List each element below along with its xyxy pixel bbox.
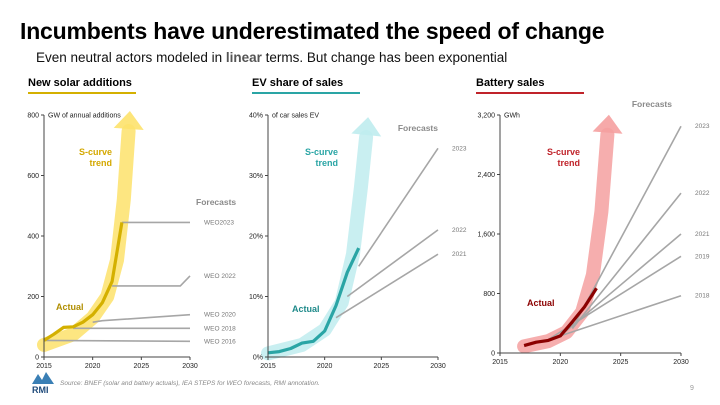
solar-trend-label: S-curve trend (79, 147, 112, 168)
solar-y-tick-label: 800 (27, 113, 39, 120)
subtitle-text-after: terms. But change has been exponential (261, 50, 508, 65)
subtitle-highlight: linear (225, 50, 262, 65)
ev-forecast-line-2021 (335, 253, 439, 319)
battery-forecast-label: 2023 (695, 123, 710, 130)
battery-trend-label: S-curve trend (547, 147, 580, 168)
battery-x-tick-label: 2025 (613, 359, 629, 366)
solar-forecast-label: WEO2023 (204, 219, 234, 226)
solar-y-tick-label: 600 (27, 173, 39, 180)
solar-forecast-label: WEO 2018 (204, 325, 236, 332)
ev-forecasts-label: Forecasts (398, 123, 438, 133)
solar-unit-label: GW of annual additions (48, 113, 121, 120)
battery-forecasts-label: Forecasts (632, 99, 672, 109)
solar-trend-arrow-shaft (37, 124, 136, 352)
ev-trend-arrow-shaft (261, 130, 374, 361)
ev-x-tick-label: 2025 (374, 363, 390, 370)
battery-y-tick-label: 3,200 (477, 113, 495, 120)
solar-chart: WEO2023 WEO 2022 WEO 2020 WEO 2018 WEO 2016 0… (27, 111, 236, 370)
ev-forecast-label: 2021 (452, 251, 467, 258)
ev-x-tick-label: 2030 (430, 363, 446, 370)
ev-panel-title: EV share of sales (252, 77, 344, 89)
battery-panel-title: Battery sales (476, 77, 545, 89)
solar-x-tick-label: 2020 (85, 363, 101, 370)
battery-forecast-line-2018 (560, 294, 682, 337)
ev-unit-label: of car sales EV (272, 113, 319, 120)
subtitle-text-before: Even neutral actors modeled in (36, 50, 226, 65)
ev-forecast-label: 2023 (452, 145, 467, 152)
rmi-logo: RMI (32, 372, 54, 394)
battery-trend-arrow-head (592, 114, 623, 134)
solar-forecast-line-weo-2022 (112, 275, 191, 287)
solar-y-tick-label: 200 (27, 294, 39, 301)
battery-actual-line (523, 287, 598, 348)
source-footnote: Source: BNEF (solar and battery actuals)… (60, 380, 320, 387)
ev-title-rule (252, 92, 360, 94)
battery-forecast-label: 2019 (695, 253, 710, 260)
ev-forecast-line-2022 (346, 229, 439, 298)
solar-forecast-label: WEO 2016 (204, 338, 236, 345)
page-number: 9 (690, 385, 694, 392)
ev-y-tick-label: 40% (249, 113, 263, 120)
solar-forecast-label: WEO 2020 (204, 312, 236, 319)
logo-text: RMI (32, 385, 49, 394)
battery-title-rule (476, 92, 584, 94)
battery-y-tick-label: 2,400 (477, 172, 495, 179)
solar-y-tick-label: 0 (35, 355, 39, 362)
battery-actual-label: Actual (527, 298, 555, 308)
ev-trend-arrow-head (351, 117, 382, 137)
ev-chart: 2023 2022 2021 0% 10% 20% 30% 40% 2015 2020 2025 20… (249, 113, 467, 371)
battery-y-tick-label: 0 (491, 351, 495, 358)
slide-subtitle: Even neutral actors modeled in linear te… (36, 50, 507, 65)
battery-forecast-label: 2018 (695, 293, 710, 300)
solar-x-tick-label: 2015 (36, 363, 52, 370)
solar-trend-arrow-head (113, 111, 144, 130)
battery-forecast-label: 2021 (695, 231, 710, 238)
battery-x-tick-label: 2020 (553, 359, 569, 366)
solar-forecast-line-weo-2020 (92, 313, 191, 323)
battery-unit-label: GWh (504, 113, 520, 120)
battery-y-tick-label: 1,600 (477, 232, 495, 239)
slide-title: Incumbents have underestimated the speed… (20, 18, 605, 44)
ev-y-tick-label: 20% (249, 234, 263, 241)
ev-x-tick-label: 2015 (260, 363, 276, 370)
solar-x-tick-label: 2025 (134, 363, 150, 370)
battery-y-tick-label: 800 (483, 291, 495, 298)
ev-y-tick-label: 10% (249, 294, 263, 301)
logo-mountain-icon (32, 372, 54, 384)
solar-forecast-line-weo-2016 (43, 339, 191, 343)
ev-forecast-label: 2022 (452, 227, 467, 234)
ev-y-tick-label: 30% (249, 173, 263, 180)
battery-forecast-label: 2022 (695, 190, 710, 197)
solar-x-tick-label: 2030 (182, 363, 198, 370)
ev-forecast-line-2023 (358, 147, 439, 267)
ev-x-tick-label: 2020 (317, 363, 333, 370)
battery-forecast-line-2022 (571, 192, 682, 330)
solar-forecasts-label: Forecasts (196, 197, 236, 207)
solar-title-rule (28, 92, 136, 94)
solar-panel-title: New solar additions (28, 77, 132, 89)
ev-trend-label: S-curve trend (305, 147, 338, 168)
solar-y-tick-label: 400 (27, 234, 39, 241)
solar-actual-label: Actual (56, 302, 84, 312)
battery-x-tick-label: 2030 (673, 359, 689, 366)
battery-x-tick-label: 2015 (492, 359, 508, 366)
ev-actual-line (267, 247, 361, 355)
battery-chart: 2023 2022 2021 2019 2018 0 800 1,600 2,400 3,200 2… (477, 99, 710, 366)
ev-actual-label: Actual (292, 304, 320, 314)
ev-y-tick-label: 0% (253, 355, 263, 362)
solar-forecast-label: WEO 2022 (204, 273, 236, 280)
solar-actual-line (43, 222, 124, 342)
